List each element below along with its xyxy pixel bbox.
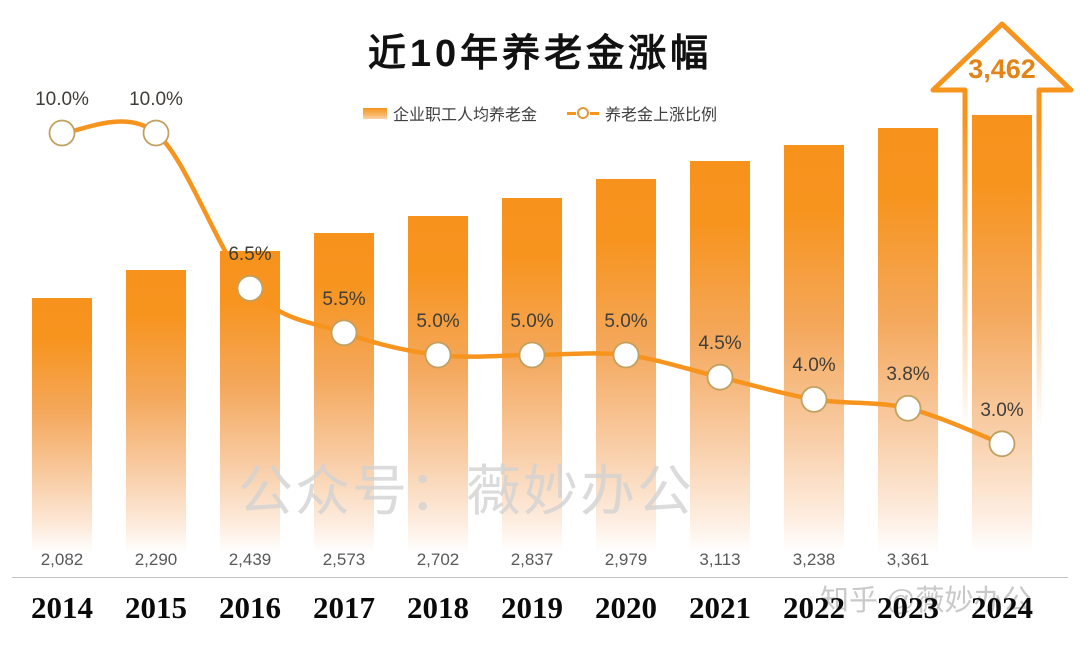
x-axis-label-2019: 2019	[501, 590, 563, 625]
line-marker-2020	[612, 341, 640, 369]
pct-label-2015: 10.0%	[129, 89, 183, 110]
x-axis-label-2016: 2016	[219, 590, 281, 625]
pct-label-2023: 3.8%	[886, 364, 930, 386]
line-markers	[48, 119, 1016, 458]
legend: 企业职工人均养老金 养老金上涨比例	[0, 101, 1080, 125]
bar-value-label-2023: 3,361	[886, 550, 930, 569]
x-axis-label-2014: 2014	[31, 590, 93, 625]
bar-value-label-2016: 2,439	[228, 550, 272, 569]
bar-series-label: 企业职工人均养老金	[392, 107, 537, 124]
line-series-label: 养老金上涨比例	[605, 107, 718, 124]
chart-title: 近10年养老金涨幅	[367, 33, 713, 75]
pct-label-2020: 5.0%	[604, 311, 648, 332]
line-marker-2021	[706, 363, 734, 391]
growth-arrow-icon	[930, 21, 1074, 430]
line-marker-icon	[567, 107, 599, 119]
line-marker-2019	[518, 341, 546, 369]
bar-2023	[878, 128, 938, 553]
legend-line-series: 养老金上涨比例	[567, 101, 717, 125]
x-axis-line	[12, 577, 1068, 578]
line-marker-2014	[48, 119, 76, 147]
pct-label-2024: 3.0%	[980, 399, 1024, 421]
watermark-center: 公众号：薇妙办公	[238, 460, 695, 522]
line-marker-2023	[894, 394, 922, 422]
bar-value-label-2022: 3,238	[792, 550, 836, 569]
pct-label-2016: 6.5%	[228, 244, 272, 266]
pct-label-2022: 4.0%	[792, 355, 836, 377]
bar-2019	[502, 197, 562, 553]
watermark-corner: 知乎 @薇妙办公	[820, 585, 1032, 617]
bar-value-label-2017: 2,573	[322, 550, 366, 569]
line-marker-2018	[424, 341, 452, 369]
pct-label-2017: 5.5%	[322, 288, 366, 310]
bar-2017	[314, 232, 374, 553]
line-marker-2017	[330, 319, 358, 347]
x-axis-label-2020: 2020	[595, 590, 657, 625]
pct-line-series	[59, 119, 1005, 447]
bar-value-label-2021: 3,113	[699, 550, 741, 569]
bar-2022	[784, 144, 844, 553]
pct-label-2019: 5.0%	[510, 311, 554, 332]
bar-value-label-2015: 2,290	[134, 550, 178, 569]
legend-bar-series: 企业职工人均养老金	[362, 101, 537, 125]
line-marker-2024	[988, 430, 1016, 458]
line-marker-2022	[800, 385, 828, 413]
bar-2018	[408, 215, 468, 553]
x-axis-label-2015: 2015	[125, 590, 187, 625]
bar-swatch-icon	[362, 107, 387, 119]
bar-2021	[690, 161, 750, 553]
x-axis-label-2018: 2018	[407, 590, 469, 625]
arrow-value-label: 3,462	[968, 54, 1036, 84]
bar-2015	[126, 270, 186, 553]
pct-label-2014: 10.0%	[35, 89, 89, 110]
x-axis-label-2022: 2022	[783, 590, 845, 625]
x-axis-label-2021: 2021	[689, 590, 751, 625]
x-axis-label-2024: 2024	[971, 590, 1033, 625]
bar-2024	[972, 114, 1032, 553]
line-marker-2016	[236, 274, 264, 302]
bar-2014	[32, 298, 92, 553]
bar-value-label-2018: 2,702	[416, 550, 460, 569]
pct-label-2018: 5.0%	[416, 311, 460, 332]
bar-value-label-2019: 2,837	[510, 550, 554, 569]
bar-value-label-2020: 2,979	[604, 550, 648, 569]
line-marker-2015	[142, 119, 170, 147]
pct-label-2021: 4.5%	[698, 333, 742, 355]
x-axis-label-2017: 2017	[313, 590, 375, 625]
x-axis-label-2023: 2023	[877, 590, 939, 625]
bar-value-label-2014: 2,082	[40, 550, 84, 569]
